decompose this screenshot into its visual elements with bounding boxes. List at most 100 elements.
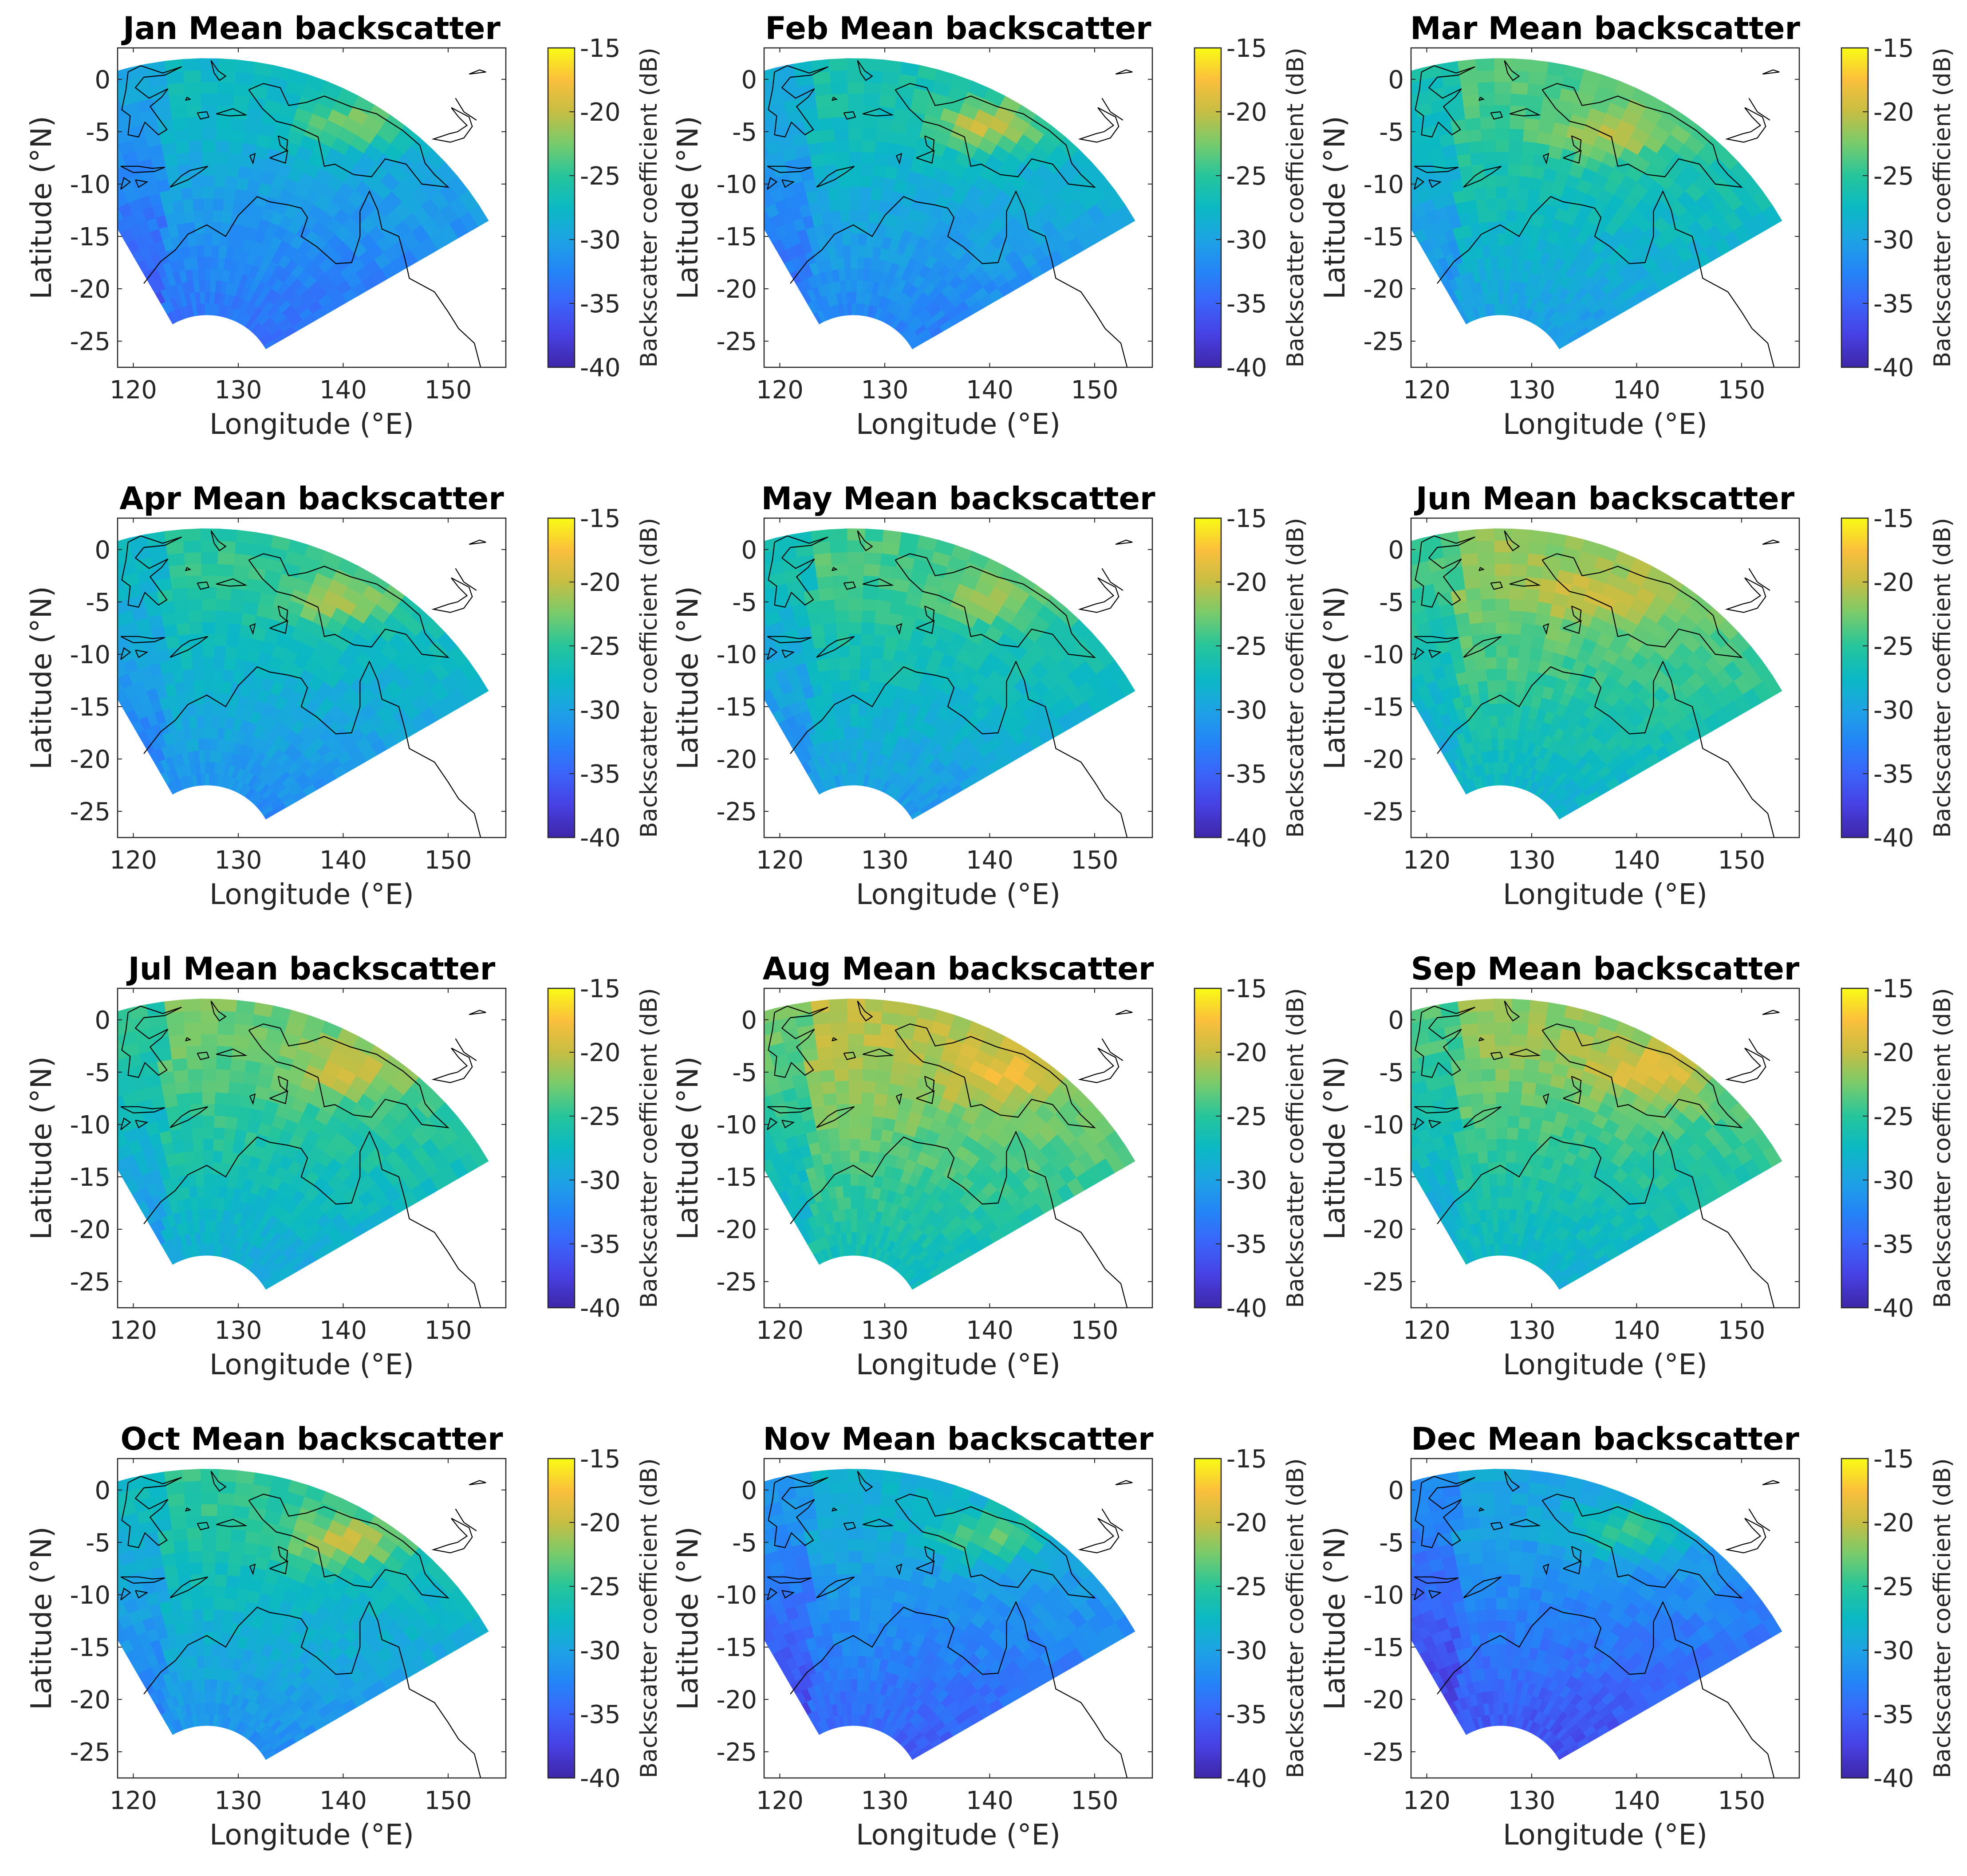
heatmap-cell [204,727,212,739]
heatmap-cell [215,1080,230,1093]
heatmap-cell [1506,668,1518,681]
heatmap-cell [815,564,833,578]
x-tick-label: 120 [1403,376,1451,405]
heatmap-cell [848,151,862,164]
colorbar-label: Backscatter coefficient (dB) [1929,47,1956,367]
heatmap-cell [1508,621,1522,635]
heatmap-cell [60,86,82,104]
heatmap-cell [848,610,863,622]
heatmap-cell [1506,692,1516,704]
colorbar-label: Backscatter coefficient (dB) [1282,518,1309,838]
heatmap-cell [198,1208,205,1221]
coastline [1509,578,1541,587]
heatmap-cell [1481,128,1496,141]
heatmap-cell [187,233,197,247]
coastline [249,153,256,165]
x-tick-label: 150 [424,1316,472,1345]
coastline [120,1117,131,1130]
heatmap-cell [236,59,256,74]
coastline [1437,660,1775,838]
heatmap-cell [720,616,738,633]
heatmap-cell [1482,140,1496,153]
heatmap-cell [858,1185,867,1198]
heatmap-cell [850,209,860,222]
heatmap-cell [877,588,894,602]
y-tick-label: -15 [1364,693,1404,722]
heatmap-cell [173,129,189,142]
heatmap-cell [230,118,247,132]
coastline [1725,577,1766,613]
heatmap-cell [201,81,218,94]
heatmap-cell [1481,598,1496,611]
colorbar-tick-label: -20 [580,1038,620,1067]
heatmap-cell [835,140,849,153]
heatmap-cell [813,552,832,566]
heatmap-cell [1529,530,1549,544]
heatmap-cell [1477,680,1489,694]
heatmap-cell [836,621,850,635]
y-tick-label: -5 [732,118,757,147]
heatmap-cell [169,94,186,108]
heatmap-cell [173,1069,189,1083]
heatmap-cell [1487,209,1498,223]
coastline [248,1023,450,1129]
colorbar-tick-label: -30 [1226,226,1267,255]
heatmap-cell [215,1092,229,1105]
panel-title: Jan Mean backscatter [121,10,501,47]
heatmap-cell [875,611,890,625]
colorbar-tick-label: -20 [580,568,620,597]
heatmap-cell [830,81,848,94]
heatmap-cell [844,738,852,751]
coastline [210,1000,227,1022]
heatmap-cell [812,165,827,179]
heatmap-cell [691,93,712,112]
x-tick-label: 140 [1613,376,1660,405]
heatmap-cell [834,128,849,141]
heatmap-cell [844,727,851,739]
heatmap-cell [183,540,201,553]
coastline [895,83,1096,188]
x-tick-label: 150 [424,376,472,405]
heatmap-cell [870,187,883,201]
heatmap-cell [201,1068,217,1081]
heatmap-cell [44,93,66,112]
colorbar [1194,47,1222,368]
heatmap-cell [702,114,722,132]
heatmap-cell [203,1127,215,1139]
heatmap-cell [818,117,835,131]
heatmap-cell [851,256,859,269]
coastline [1428,649,1442,658]
heatmap-cell [1483,256,1492,270]
heatmap-cell [863,587,879,600]
heatmap-cell [857,1197,866,1210]
coastline [1541,83,1743,188]
heatmap-cell [170,1046,187,1060]
heatmap-cell [216,128,231,142]
colorbar-tick-label: -20 [1226,98,1267,127]
colorbar-tick-label: -15 [580,504,620,533]
heatmap-cell [1506,198,1518,211]
colorbar-tick-label: -35 [1873,760,1914,789]
heatmap-cell [102,668,118,683]
heatmap-cell [1482,610,1496,623]
heatmap-cell [184,1151,195,1164]
heatmap-cell [212,692,222,704]
heatmap-cell [204,703,213,716]
heatmap-cell [1498,291,1504,304]
heatmap-cell [1470,622,1484,636]
coastline [781,179,795,188]
colorbar-tick-label: -15 [580,975,620,1003]
heatmap-cell [193,1138,204,1151]
heatmap-cell [205,761,211,774]
heatmap-cell [203,1150,214,1163]
heatmap-cell [1477,81,1495,94]
colorbar-tick-label: -25 [1873,162,1914,191]
heatmap-cell [1497,703,1506,716]
heatmap-cell [216,1069,231,1082]
heatmap-cell [190,1197,199,1210]
heatmap-cell [833,233,844,247]
heatmap-cell [1520,152,1535,166]
heatmap-cell [214,175,227,188]
